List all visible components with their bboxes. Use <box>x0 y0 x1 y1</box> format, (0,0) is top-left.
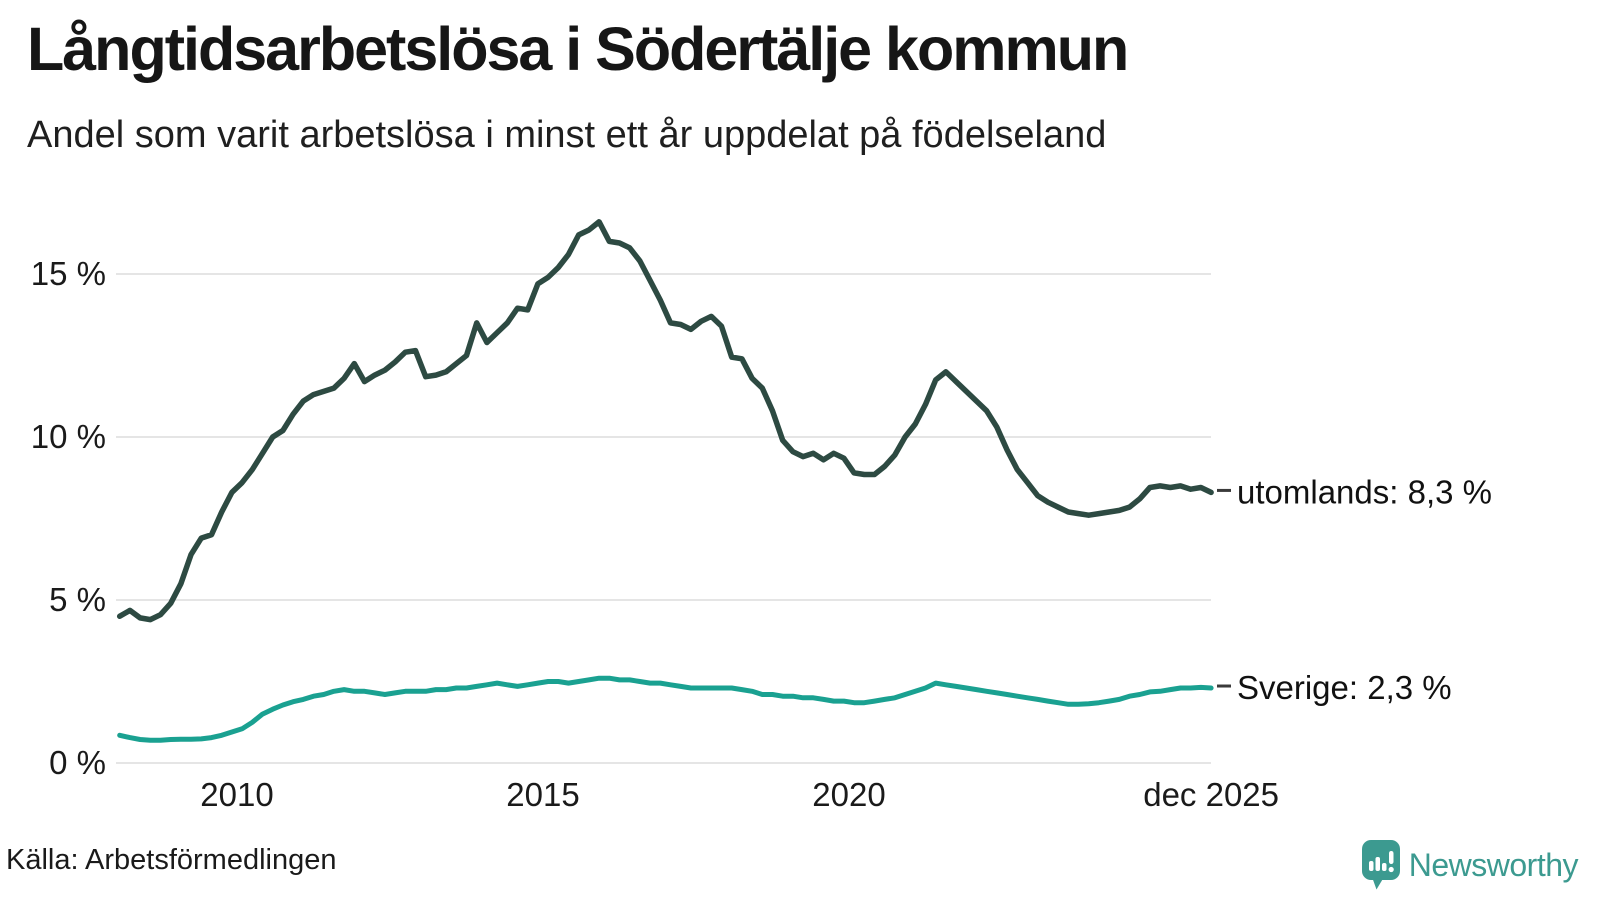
y-tick-label: 0 % <box>49 744 106 781</box>
newsworthy-logo: Newsworthy <box>1361 840 1579 890</box>
source-note: Källa: Arbetsförmedlingen <box>6 844 337 876</box>
newsworthy-logo-icon <box>1361 840 1400 890</box>
page-subtitle: Andel som varit arbetslösa i minst ett å… <box>27 114 1107 156</box>
series-end-label-utomlands: utomlands: 8,3 % <box>1237 473 1492 510</box>
series-end-label-sverige: Sverige: 2,3 % <box>1237 669 1452 706</box>
x-tick-label: 2010 <box>200 776 273 813</box>
x-tick-label: 2015 <box>506 776 579 813</box>
y-tick-label: 15 % <box>31 255 106 292</box>
x-tick-label: 2020 <box>812 776 885 813</box>
series-line-sverige <box>117 675 1214 743</box>
x-tick-label: dec 2025 <box>1143 776 1279 813</box>
page-title: Långtidsarbetslösa i Södertälje kommun <box>27 15 1129 83</box>
y-tick-label: 5 % <box>49 581 106 618</box>
y-tick-label: 10 % <box>31 418 106 455</box>
newsworthy-logo-text: Newsworthy <box>1408 846 1579 883</box>
series-line-utomlands <box>116 219 1214 623</box>
